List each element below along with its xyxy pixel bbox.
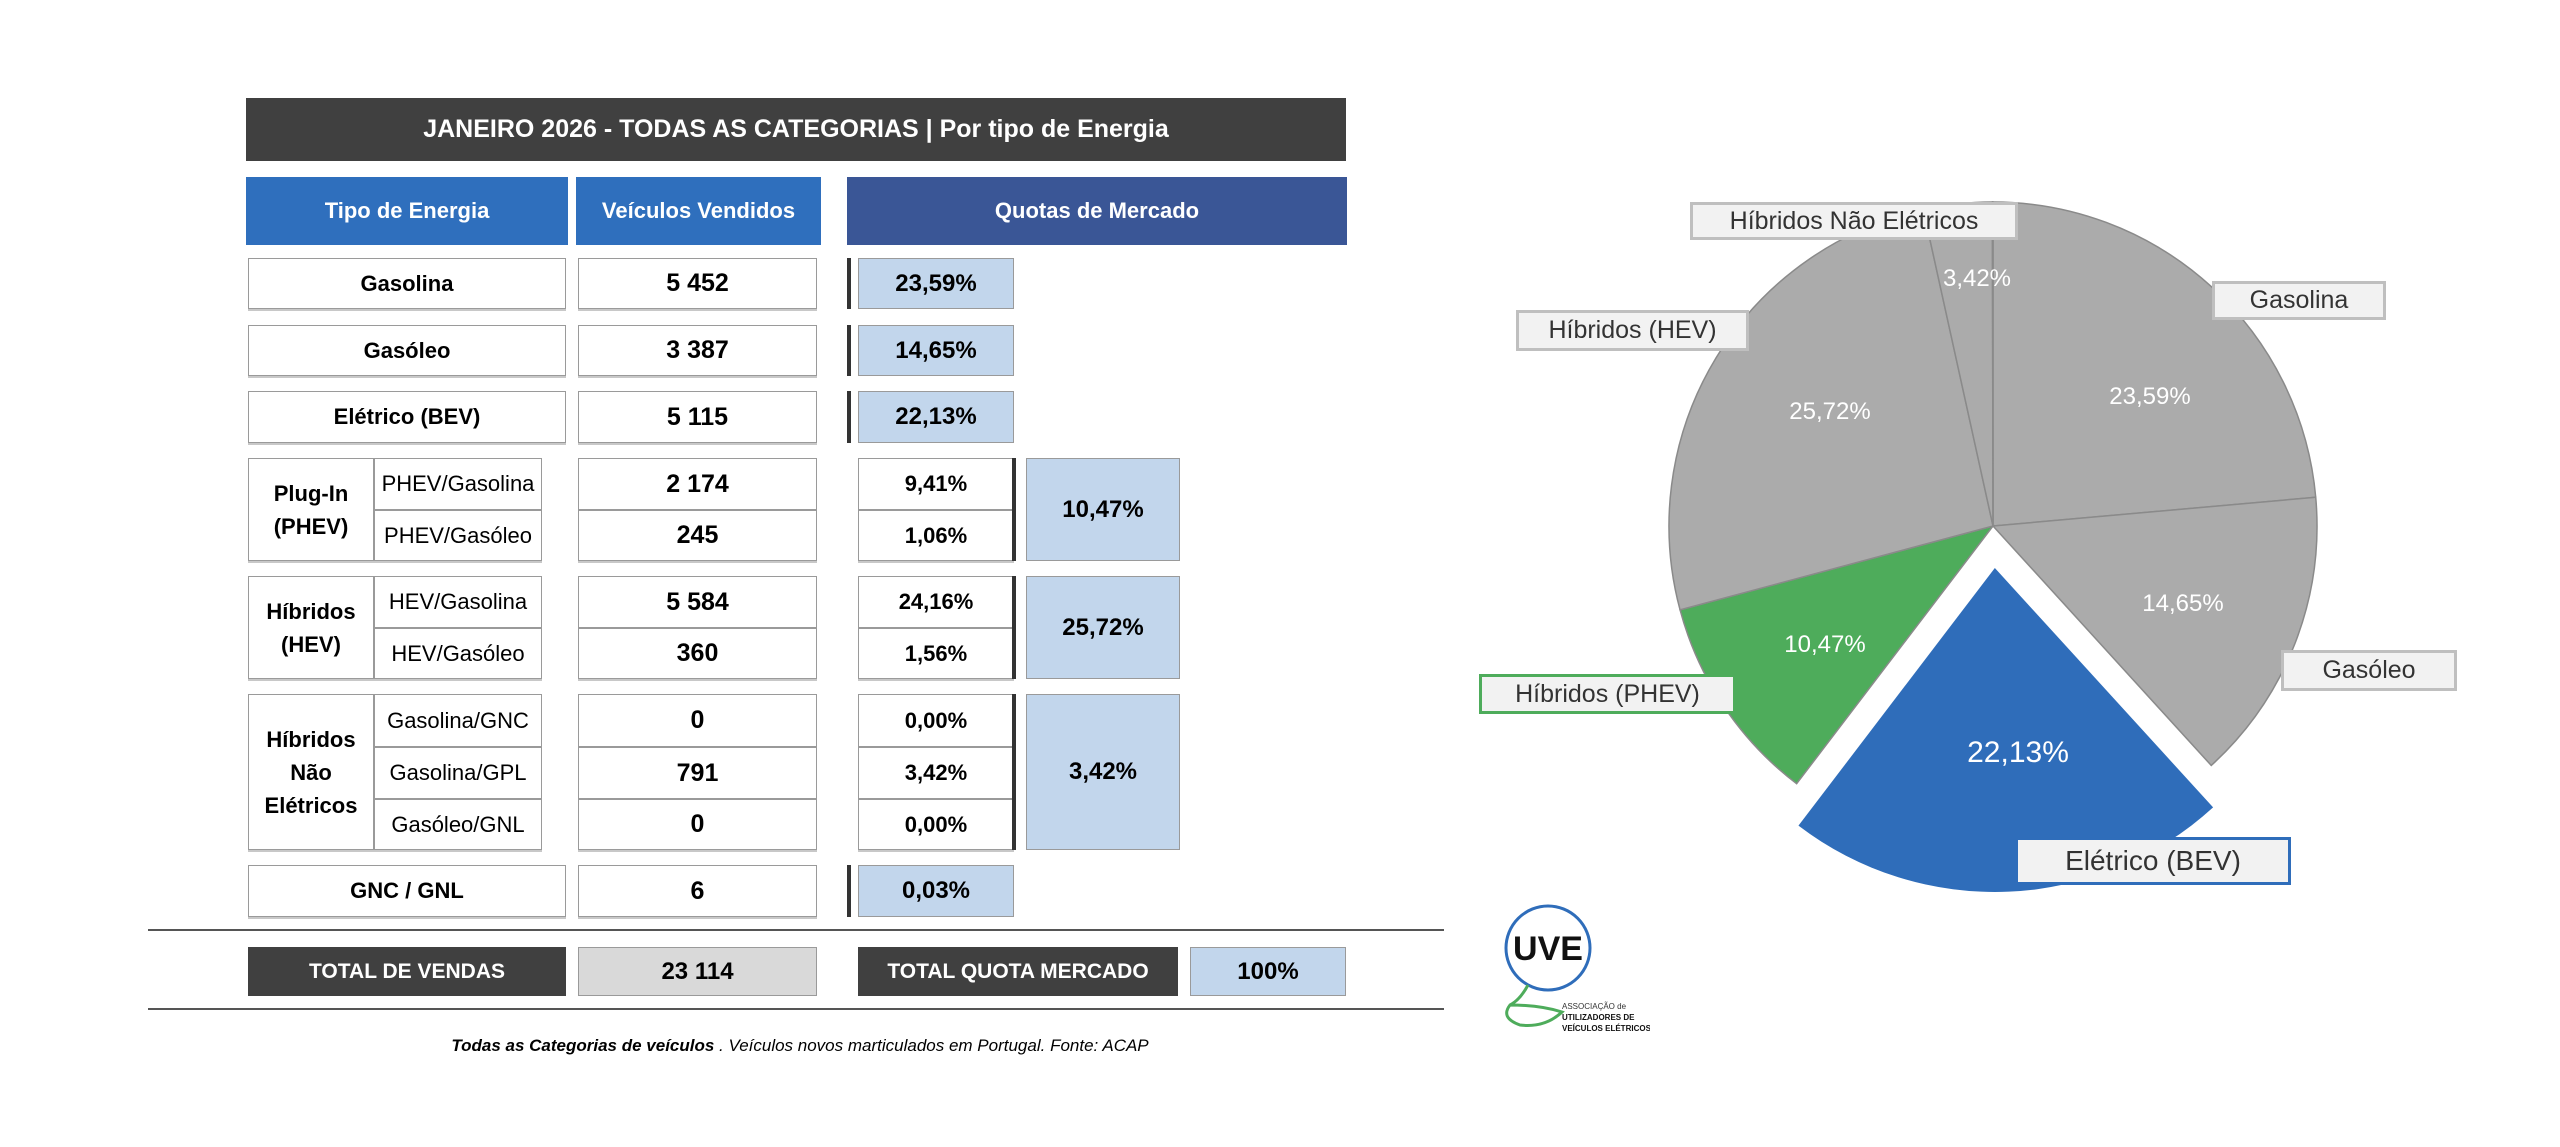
sold-cell: 5 584: [578, 576, 817, 628]
share-cell: 23,59%: [858, 258, 1014, 309]
sold-cell: 791: [578, 747, 817, 799]
group-share-cell: 25,72%: [1026, 576, 1180, 679]
sub-share-cell: 1,56%: [858, 628, 1014, 679]
type-cell: Gasolina: [248, 258, 566, 309]
sold-cell: 3 387: [578, 325, 817, 376]
sub-label: PHEV/Gasolina: [374, 458, 542, 510]
divider: [847, 865, 851, 917]
share-cell: 0,03%: [858, 865, 1014, 917]
pie-label-phev: Híbridos (PHEV): [1479, 674, 1736, 714]
sub-label: Gasolina/GNC: [374, 694, 542, 747]
pie-label-hev: Híbridos (HEV): [1516, 310, 1749, 351]
divider: [1012, 576, 1016, 679]
total-sales-label: TOTAL DE VENDAS: [248, 947, 566, 996]
pie-slice-gnc-gnl: [1991, 201, 1994, 527]
pie-label-nonelectric: Híbridos Não Elétricos: [1690, 202, 2018, 240]
divider: [1012, 694, 1016, 850]
sub-label: Gasóleo/GNL: [374, 799, 542, 850]
sub-share-cell: 1,06%: [858, 510, 1014, 561]
group-label: Plug-In (PHEV): [248, 458, 374, 561]
sub-label: HEV/Gasolina: [374, 576, 542, 628]
uve-logo: UVE ASSOCIAÇÃO de UTILIZADORES DE VEÍCUL…: [1490, 900, 1652, 1045]
header-market-share: Quotas de Mercado: [847, 177, 1347, 245]
group-share-cell: 3,42%: [1026, 694, 1180, 850]
pie-value-bev: 22,13%: [1967, 736, 2069, 769]
header-vehicles-sold: Veículos Vendidos: [576, 177, 821, 245]
logo-sub1: ASSOCIAÇÃO de: [1562, 1002, 1627, 1011]
group-share-cell: 10,47%: [1026, 458, 1180, 561]
group-label: Híbridos Não Elétricos: [248, 694, 374, 850]
sold-cell: 360: [578, 628, 817, 679]
pie-label-gasolina: Gasolina: [2212, 281, 2386, 320]
sold-cell: 5 115: [578, 391, 817, 443]
share-cell: 22,13%: [858, 391, 1014, 443]
pie-label-bev: Elétrico (BEV): [2015, 837, 2291, 885]
total-share-label: TOTAL QUOTA MERCADO: [858, 947, 1178, 996]
type-cell: GNC / GNL: [248, 865, 566, 917]
type-cell: Gasóleo: [248, 325, 566, 376]
pie-value-phev: 10,47%: [1784, 631, 1866, 658]
sold-cell: 245: [578, 510, 817, 561]
sold-cell: 0: [578, 799, 817, 850]
sold-cell: 6: [578, 865, 817, 917]
type-cell: Elétrico (BEV): [248, 391, 566, 443]
total-share-value: 100%: [1190, 947, 1346, 996]
sub-label: HEV/Gasóleo: [374, 628, 542, 679]
pie-value-gasoleo: 14,65%: [2142, 590, 2224, 617]
footnote-bold: Todas as Categorias de veículos: [451, 1036, 715, 1055]
pie-value-nonelectric: 3,42%: [1942, 265, 2012, 292]
divider: [847, 325, 851, 376]
pie-value-gasolina: 23,59%: [2109, 383, 2191, 410]
logo-graphic-icon: UVE ASSOCIAÇÃO de UTILIZADORES DE VEÍCUL…: [1504, 904, 1652, 1033]
table-title: JANEIRO 2026 - TODAS AS CATEGORIAS | Por…: [246, 98, 1346, 161]
divider: [1012, 458, 1016, 561]
separator-line: [148, 1008, 1444, 1010]
separator-line: [148, 929, 1444, 931]
sub-label: PHEV/Gasóleo: [374, 510, 542, 561]
header-energy-type: Tipo de Energia: [246, 177, 568, 245]
share-cell: 14,65%: [858, 325, 1014, 376]
logo-sub3: VEÍCULOS ELÉTRICOS: [1562, 1024, 1650, 1033]
pie-slice-el-trico-bev-: [1798, 567, 2214, 892]
logo-text: UVE: [1513, 930, 1583, 968]
sold-cell: 2 174: [578, 458, 817, 510]
pie-value-hev: 25,72%: [1789, 398, 1871, 425]
logo-sub2: UTILIZADORES DE: [1562, 1013, 1635, 1022]
pie-slice-gas-leo: [1991, 496, 2318, 767]
sold-cell: 0: [578, 694, 817, 747]
sub-label: Gasolina/GPL: [374, 747, 542, 799]
group-label: Híbridos (HEV): [248, 576, 374, 679]
footnote: Todas as Categorias de veículos . Veícul…: [250, 1036, 1350, 1056]
sub-share-cell: 9,41%: [858, 458, 1014, 510]
sub-share-cell: 24,16%: [858, 576, 1014, 628]
divider: [847, 391, 851, 443]
footnote-rest: . Veículos novos marticulados em Portuga…: [714, 1036, 1149, 1055]
divider: [847, 258, 851, 309]
sub-share-cell: 0,00%: [858, 694, 1014, 747]
sub-share-cell: 0,00%: [858, 799, 1014, 850]
pie-slice-gasolina: [1992, 201, 2317, 527]
total-sales-value: 23 114: [578, 947, 817, 996]
sold-cell: 5 452: [578, 258, 817, 309]
pie-label-gasoleo: Gasóleo: [2281, 650, 2457, 691]
sub-share-cell: 3,42%: [858, 747, 1014, 799]
